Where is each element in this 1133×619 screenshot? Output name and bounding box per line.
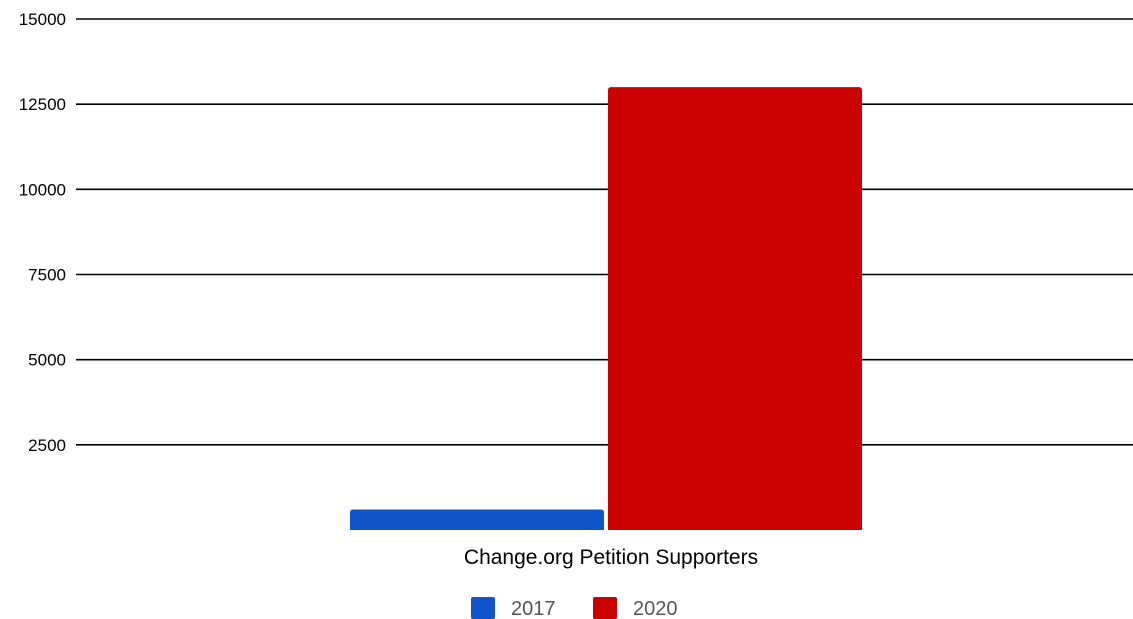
- y-tick-label: 15000: [19, 10, 66, 29]
- y-tick-label: 10000: [19, 180, 66, 199]
- y-tick-label: 2500: [28, 436, 66, 455]
- legend: 2017 2020: [471, 597, 678, 619]
- y-axis-ticks: 2500 5000 7500 10000 12500 15000: [19, 10, 66, 455]
- legend-swatch-2017: [471, 597, 495, 619]
- y-tick-label: 7500: [28, 266, 66, 285]
- bars: [350, 87, 862, 530]
- gridlines: [76, 18, 1133, 446]
- legend-label: 2020: [633, 598, 678, 619]
- y-tick-label: 5000: [28, 351, 66, 370]
- bar-2017: [350, 509, 604, 530]
- bar-2020: [608, 87, 862, 530]
- y-tick-label: 12500: [19, 95, 66, 114]
- x-category-label: Change.org Petition Supporters: [464, 546, 758, 569]
- legend-label: 2017: [511, 598, 556, 619]
- legend-swatch-2020: [593, 597, 617, 619]
